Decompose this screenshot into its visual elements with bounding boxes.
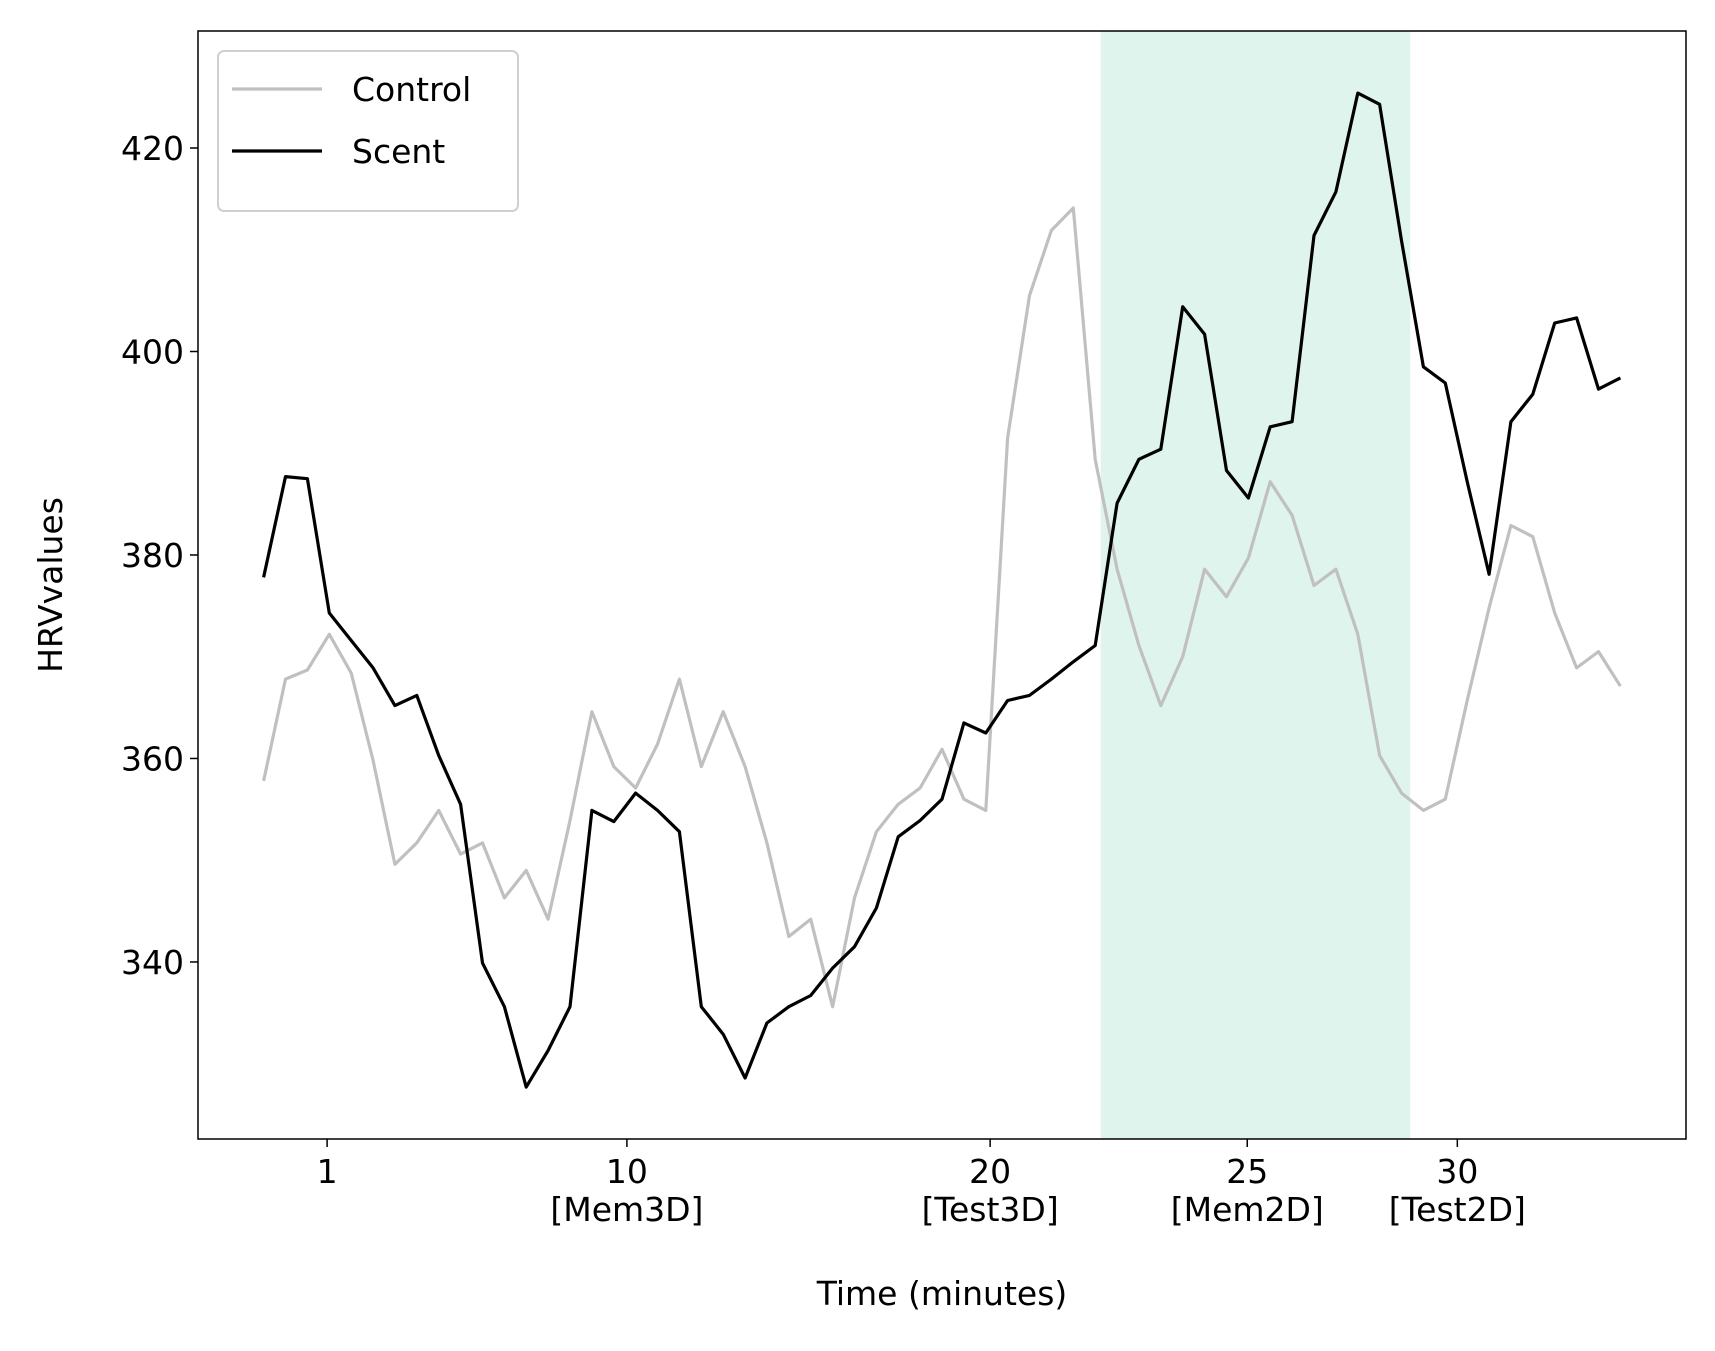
plot-frame [197,30,1687,1140]
y-tick-label: 420 [121,129,184,168]
y-tick-label: 340 [121,943,184,982]
data-line [262,206,1622,1009]
y-tick-label: 380 [121,536,184,575]
y-tick-label: 400 [121,332,184,371]
x-tick-label: 1 [317,1152,338,1191]
legend-label: Scent [352,132,445,171]
x-tick-label: 25 [Mem2D] [1171,1152,1324,1229]
highlight-span [1100,31,1411,1139]
x-tick-label: 10 [Mem3D] [550,1152,703,1229]
data-line [262,91,1622,1089]
y-tick-label: 360 [121,739,184,778]
legend-box [217,50,519,212]
legend-label: Control [352,70,471,109]
y-axis-label: HRVvalues [31,497,70,673]
x-tick-label: 30 [Test2D] [1389,1152,1526,1229]
x-tick-label: 20 [Test3D] [922,1152,1059,1229]
x-axis-label: Time (minutes) [816,1274,1068,1313]
